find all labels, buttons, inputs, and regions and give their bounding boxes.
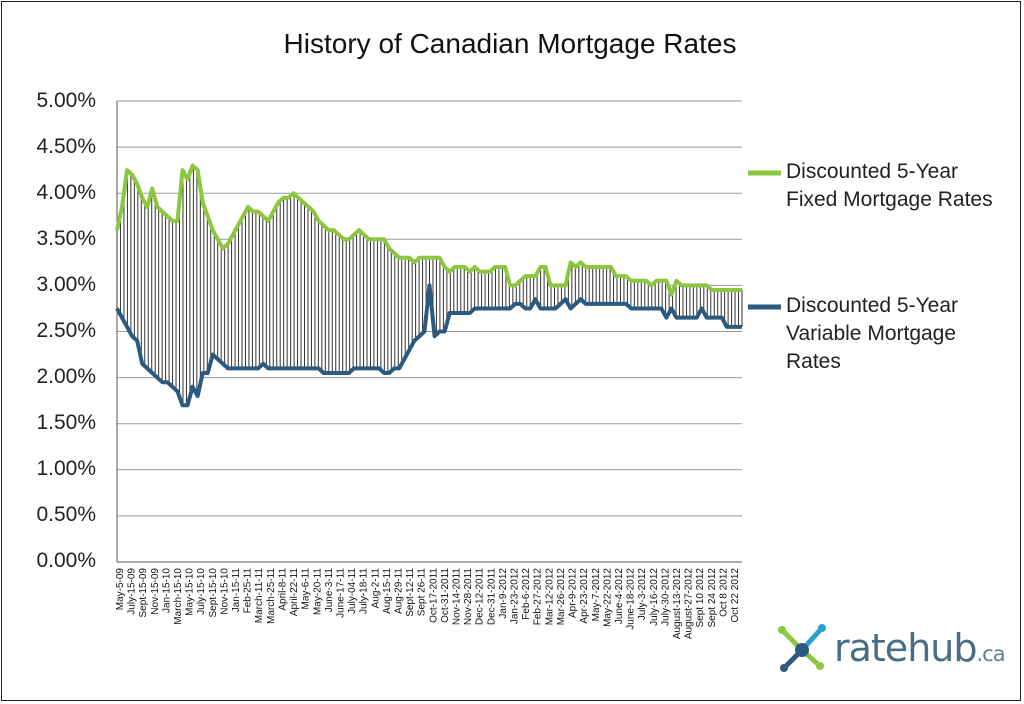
ratehub-logo-text: ratehub.ca xyxy=(834,626,1006,670)
x-tick-label: Jan-15-11 xyxy=(231,568,242,613)
y-tick-label: 5.00% xyxy=(36,89,96,112)
x-tick-label: July-15-10 xyxy=(196,568,207,615)
x-tick-label: July-3-2012 xyxy=(637,568,648,621)
gridlines xyxy=(116,100,742,563)
x-tick-label: May-15-10 xyxy=(185,568,196,616)
x-tick-label: May-20-11 xyxy=(312,568,323,615)
legend-label-variable: Discounted 5-Year Variable Mortgage Rate… xyxy=(786,294,958,373)
ratehub-logo[interactable]: ratehub.ca xyxy=(774,622,1006,682)
x-tick-labels: May-5-09 July-15-09 Sept-15-09 Nov-15-09 Jan… xyxy=(115,568,741,640)
x-tick-label: Feb-27-2012 xyxy=(533,568,544,626)
x-tick-label: June-17-11 xyxy=(335,568,346,618)
x-tick-label: Jan-23-2012 xyxy=(510,568,521,625)
ratehub-logo-icon xyxy=(778,624,826,672)
x-tick-label: Oct-31-2011 xyxy=(440,568,451,623)
x-tick-label: July-30-2012 xyxy=(660,568,671,626)
x-tick-label: May-6-11 xyxy=(301,568,312,610)
x-tick-label: Apr-23-2012 xyxy=(579,568,590,624)
x-tick-label: July-04-11 xyxy=(347,568,358,614)
x-tick-label: March-11-11 xyxy=(254,568,265,624)
x-tick-label: Feb-6-2012 xyxy=(521,568,532,620)
y-tick-label: 2.00% xyxy=(36,365,96,388)
y-tick-label: 3.00% xyxy=(36,273,96,296)
x-tick-label: April-8-11 xyxy=(277,568,288,611)
x-tick-label: June-4-2012 xyxy=(614,568,625,625)
x-tick-label: May-22-2012 xyxy=(602,568,613,627)
y-tick-label: 0.00% xyxy=(36,549,96,572)
x-tick-label: May-5-09 xyxy=(115,568,126,611)
y-tick-label: 0.50% xyxy=(36,503,96,526)
x-tick-label: Sept 26-11 xyxy=(417,568,428,617)
x-tick-label: Dec-12-2011 xyxy=(475,568,486,626)
y-tick-label: 1.50% xyxy=(36,411,96,434)
x-tick-label: Oct 22 2012 xyxy=(730,568,741,623)
x-tick-label: Oct 8 2012 xyxy=(718,568,729,617)
series-line-fixed xyxy=(115,163,742,297)
x-tick-label: Mar-12-2012 xyxy=(544,568,555,626)
x-tick-label: May-7-2012 xyxy=(591,568,602,622)
x-tick-label: June-18-2012 xyxy=(626,568,637,630)
x-tick-label: Sept-12-11 xyxy=(405,568,416,617)
legend-label-fixed: Discounted 5-Year Fixed Mortgage Rates xyxy=(786,160,993,211)
x-tick-label: August-27-2012 xyxy=(684,568,695,640)
x-tick-label: Aug-15-11 xyxy=(382,568,393,614)
y-tick-label: 3.50% xyxy=(36,227,96,250)
chart-title: History of Canadian Mortgage Rates xyxy=(283,28,737,59)
x-tick-label: Dec-31-2011 xyxy=(486,568,497,626)
x-tick-label: June-3-11 xyxy=(324,568,335,613)
x-tick-label: Aug-2-11 xyxy=(370,568,381,609)
x-tick-label: August-13-2012 xyxy=(672,568,683,640)
y-tick-label: 4.50% xyxy=(36,135,96,158)
x-tick-label: July-16-2012 xyxy=(649,568,660,626)
y-tick-label: 1.00% xyxy=(36,457,96,480)
x-tick-label: Nov-15-09 xyxy=(150,568,161,615)
x-tick-label: Nov-28-2011 xyxy=(463,568,474,626)
ratehub-logo-suffix: .ca xyxy=(976,642,1005,666)
x-tick-label: Sept 24 2012 xyxy=(707,568,718,628)
ratehub-logo-main: ratehub xyxy=(834,626,977,670)
x-tick-label: Oct-17-2011 xyxy=(428,568,439,623)
x-tick-label: Feb-25-11 xyxy=(243,568,254,614)
legend-markers xyxy=(748,170,781,310)
y-tick-label: 4.00% xyxy=(36,181,96,204)
x-tick-label: Jan-9-2012 xyxy=(498,568,509,619)
x-tick-label: Apr-9-2012 xyxy=(568,568,579,618)
x-tick-label: Nov-15-10 xyxy=(219,568,230,615)
x-tick-label: April-22-11 xyxy=(289,568,300,617)
x-tick-label: July-15-09 xyxy=(127,568,138,615)
x-tick-label: Sept 10 2012 xyxy=(695,568,706,628)
x-tick-label: Jan-15-10 xyxy=(161,568,172,613)
x-tick-label: Nov-14-2011 xyxy=(452,568,463,626)
x-tick-label: July-18-11 xyxy=(359,568,370,614)
series-lines xyxy=(115,163,742,408)
x-tick-label: Aug-29-11 xyxy=(393,568,404,614)
y-tick-label: 2.50% xyxy=(36,319,96,342)
x-tick-label: Mar-26-2012 xyxy=(556,568,567,626)
series-line-variable xyxy=(115,283,742,408)
x-tick-label: March-15-10 xyxy=(173,568,184,625)
x-tick-label: Sept-15-09 xyxy=(138,568,149,618)
x-tick-label: March-25-11 xyxy=(266,568,277,624)
x-tick-label: Sept-15-10 xyxy=(208,568,219,618)
